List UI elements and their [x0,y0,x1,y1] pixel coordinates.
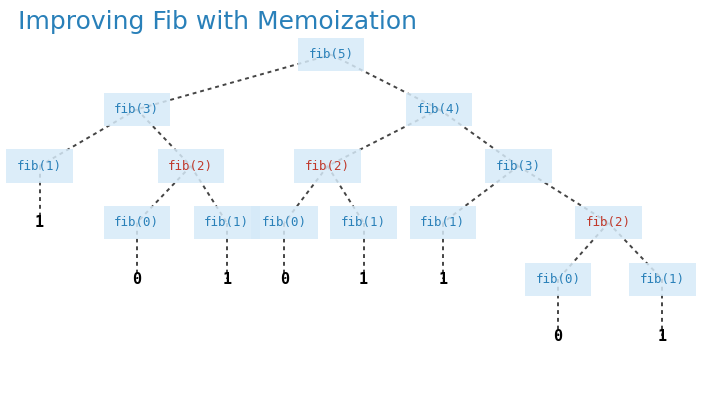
Text: fib(1): fib(1) [640,273,685,286]
Text: fib(0): fib(0) [262,216,307,229]
Text: 1: 1 [359,272,368,287]
Text: fib(1): fib(1) [420,216,465,229]
Text: fib(0): fib(0) [536,273,580,286]
FancyBboxPatch shape [410,206,476,239]
Text: 0: 0 [280,272,289,287]
Text: fib(0): fib(0) [114,216,159,229]
FancyBboxPatch shape [629,263,696,296]
FancyBboxPatch shape [575,206,642,239]
Text: 1: 1 [658,328,667,344]
Text: 1: 1 [222,272,231,287]
Text: fib(2): fib(2) [168,160,213,173]
FancyBboxPatch shape [294,149,361,183]
Text: 0: 0 [554,328,562,344]
Text: fib(1): fib(1) [341,216,386,229]
Text: fib(2): fib(2) [586,216,631,229]
Text: fib(3): fib(3) [496,160,541,173]
Text: fib(1): fib(1) [17,160,62,173]
FancyBboxPatch shape [158,149,224,183]
FancyBboxPatch shape [104,93,170,126]
FancyBboxPatch shape [330,206,397,239]
Text: fib(5): fib(5) [309,48,354,61]
Text: 1: 1 [35,215,44,230]
Text: 0: 0 [132,272,141,287]
Text: Improving Fib with Memoization: Improving Fib with Memoization [18,10,417,34]
FancyBboxPatch shape [406,93,472,126]
Text: fib(2): fib(2) [305,160,350,173]
FancyBboxPatch shape [6,149,73,183]
FancyBboxPatch shape [194,206,260,239]
Text: 1: 1 [438,272,447,287]
Text: fib(3): fib(3) [114,103,159,116]
FancyBboxPatch shape [298,38,364,71]
FancyBboxPatch shape [104,206,170,239]
FancyBboxPatch shape [251,206,318,239]
Text: fib(4): fib(4) [417,103,462,116]
Text: fib(1): fib(1) [204,216,249,229]
FancyBboxPatch shape [525,263,591,296]
FancyBboxPatch shape [485,149,552,183]
